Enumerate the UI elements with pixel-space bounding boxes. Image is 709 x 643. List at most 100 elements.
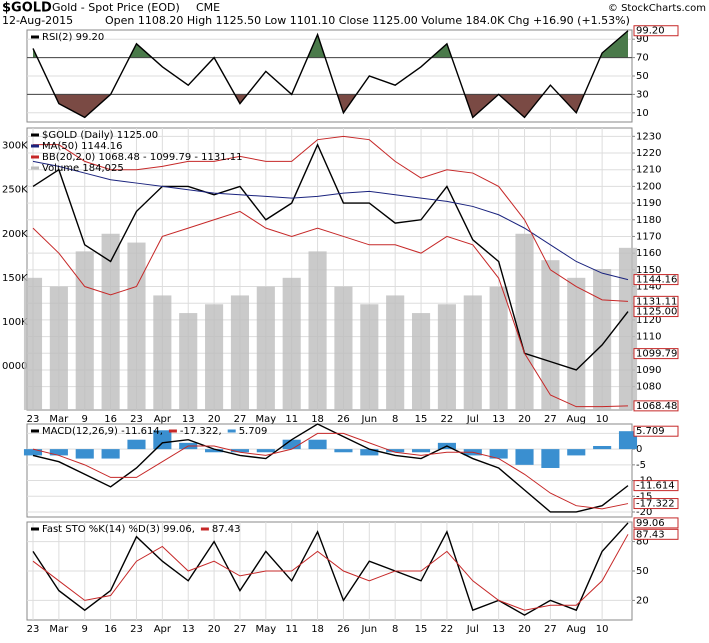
value-tag-label: 5.709 [636, 426, 665, 437]
date: 12-Aug-2015 [2, 14, 73, 27]
bar [127, 242, 146, 410]
x-tick-label: 16 [104, 624, 117, 635]
y2-tick-label: 300K [2, 141, 28, 152]
y2-tick-label: 250K [2, 185, 28, 196]
bar [489, 449, 508, 459]
x-tick-label: Mar [49, 414, 69, 425]
bar [75, 449, 94, 459]
bar [334, 286, 353, 410]
x-tick-label: 11 [285, 624, 298, 635]
value-tag [633, 517, 679, 529]
bar [282, 439, 301, 450]
bar [386, 449, 405, 453]
bar [386, 295, 405, 410]
value-tag-label: 1068.48 [636, 401, 677, 412]
bar [205, 449, 224, 453]
bar [593, 269, 612, 410]
x-tick-label: 23 [27, 414, 40, 425]
y-tick-label: 10 [636, 108, 649, 119]
x-tick-label: 8 [392, 624, 398, 635]
y-tick-label: 0 [636, 444, 642, 455]
value-tag-label: 99.06 [636, 518, 665, 529]
quote: Open 1108.20 High 1125.50 Low 1101.10 Cl… [105, 14, 630, 27]
legend-label: BB(20,2.0) 1068.48 - 1099.79 - 1131.11 [42, 152, 243, 163]
y-tick-label: 90 [636, 34, 649, 45]
value-tag [633, 425, 679, 437]
bar [515, 233, 534, 410]
bar [308, 439, 327, 450]
bar [101, 233, 120, 410]
bar [360, 449, 379, 456]
value-tag-label: 1099.79 [636, 349, 677, 360]
series-line [32, 423, 629, 513]
y-tick-label: 1110 [636, 332, 661, 343]
bar [23, 277, 43, 410]
value-tag [633, 306, 679, 318]
y-tick-label: 80 [636, 537, 649, 548]
y-tick-label: 1200 [636, 181, 661, 192]
y-tick-label: 1210 [636, 165, 661, 176]
symbol: $GOLD [2, 1, 52, 16]
bar [567, 449, 586, 456]
series-line [32, 522, 629, 616]
y-tick-label: -5 [636, 460, 646, 471]
value-tag-label: 99.20 [636, 26, 665, 37]
x-tick-label: 22 [441, 624, 454, 635]
bar [593, 445, 612, 450]
bar [153, 430, 172, 450]
x-tick-label: May [255, 624, 276, 635]
x-tick-label: Jun [360, 624, 377, 635]
value-tag [633, 498, 679, 510]
y-tick-label: 1140 [636, 282, 661, 293]
bar [515, 449, 534, 465]
y-tick-label: 1230 [636, 131, 661, 142]
bar [567, 277, 586, 410]
x-tick-label: 13 [492, 414, 505, 425]
value-tag-label: 1125.00 [636, 307, 677, 318]
legend-label: RSI(2) 99.20 [42, 32, 104, 43]
bar [618, 247, 638, 410]
x-tick-label: 15 [415, 414, 428, 425]
x-tick-label: 23 [27, 624, 40, 635]
x-tick-label: 27 [544, 414, 557, 425]
x-tick-label: 13 [492, 624, 505, 635]
legend-label: MA(50) 1144.16 [42, 141, 123, 152]
bar [541, 449, 560, 468]
bar [360, 304, 379, 410]
bar [49, 286, 68, 410]
y-tick-label: -15 [636, 491, 652, 502]
x-tick-label: Mar [49, 624, 69, 635]
series-line [32, 160, 629, 281]
legend-label: 5.709 [239, 426, 268, 437]
y-tick-label: 50 [636, 71, 649, 82]
bar [49, 449, 68, 456]
legend-label: 87.43 [212, 524, 241, 535]
bar [101, 449, 120, 459]
y2-tick-label: 150K [2, 273, 28, 284]
series-line [32, 142, 629, 371]
y-tick-label: 70 [636, 53, 649, 64]
value-tag-label: 87.43 [636, 529, 665, 540]
x-tick-label: 15 [415, 624, 428, 635]
bar [127, 439, 146, 450]
series-line [32, 534, 629, 611]
bar [256, 286, 275, 410]
value-tag [633, 528, 679, 540]
y-tick-label: 1080 [636, 382, 661, 393]
bar [437, 304, 456, 410]
x-tick-label: 22 [441, 414, 454, 425]
y2-tick-label: 200K [2, 229, 28, 240]
bar [463, 295, 482, 410]
panel-frame [26, 423, 633, 518]
x-tick-label: 9 [82, 624, 88, 635]
credit: © StockCharts.com [608, 3, 706, 14]
value-tag [633, 400, 679, 412]
x-tick-label: May [255, 414, 276, 425]
x-tick-label: 10 [596, 624, 609, 635]
series-line [32, 210, 629, 408]
x-tick-label: 20 [518, 414, 531, 425]
x-tick-label: 18 [311, 624, 324, 635]
series-line [33, 135, 629, 302]
x-tick-label: 23 [130, 624, 143, 635]
x-tick-label: 27 [234, 414, 247, 425]
